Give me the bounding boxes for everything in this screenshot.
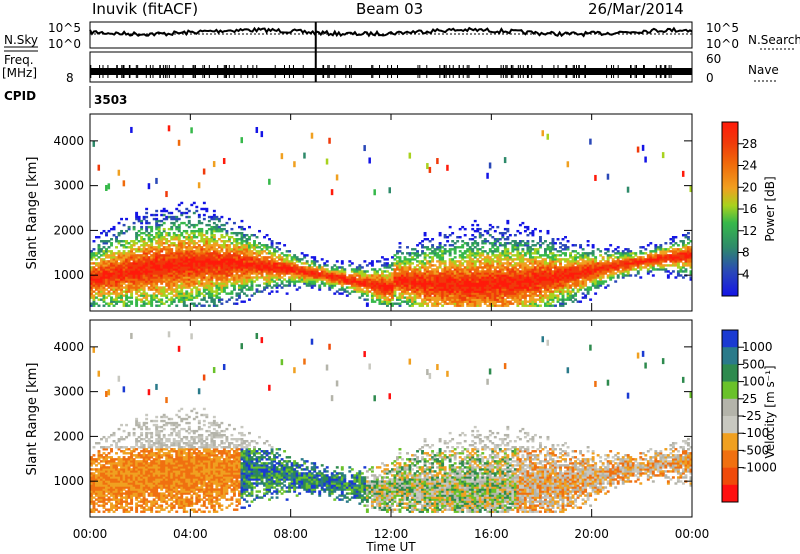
nave-right-tick-top: 60: [706, 52, 721, 66]
time-tick-label: 12:00: [374, 527, 409, 541]
power-colorbar-tick: 20: [742, 180, 757, 194]
time-tick-label: 00:00: [675, 527, 710, 541]
time-tick-label: 20:00: [574, 527, 609, 541]
power-axes-ytick-label: 1000: [53, 268, 84, 282]
noise-left-label: N.Sky: [4, 33, 38, 47]
noise-panel-frame: [89, 21, 693, 49]
noise-left-tick-top: 10^5: [48, 21, 81, 35]
power-colorbar-tick: 16: [742, 202, 757, 216]
date-label: 26/Mar/2014: [588, 0, 684, 18]
power-colorbar-tick: 28: [742, 137, 757, 151]
noise-left-tick-bottom: 10^0: [48, 37, 81, 51]
time-tick-label: 08:00: [273, 527, 308, 541]
power-colorbar: [721, 121, 739, 297]
time-tick-label: 16:00: [474, 527, 509, 541]
power-colorbar-tick: 12: [742, 224, 757, 238]
velocity-ylabel: Slant Range [km]: [25, 363, 40, 476]
velocity-colorbar-tick: 25: [742, 392, 757, 406]
nave-right-label: Nave: [748, 63, 779, 77]
vel-axes-ytick-label: 1000: [53, 474, 84, 488]
cpid-label: CPID: [4, 89, 36, 103]
vel-axes-ytick-label: 2000: [53, 429, 84, 443]
frequency-panel-frame: [89, 51, 693, 83]
time-tick-label: 00:00: [73, 527, 108, 541]
power-colorbar-tick: 24: [742, 159, 757, 173]
velocity-colorbar-tick: 1000: [742, 340, 773, 354]
time-axis-label: Time UT: [365, 540, 416, 554]
nave-right-tick-bottom: 0: [706, 71, 714, 85]
noise-right-label: N.Search: [748, 33, 800, 47]
noise-right-tick-bottom: 10^0: [706, 37, 739, 51]
velocity-colorbar-tick: -100: [742, 426, 769, 440]
noise-sky-trace: [89, 26, 693, 38]
power-ylabel: Slant Range [km]: [25, 157, 40, 270]
velocity-colorbar-tick: -25: [742, 409, 762, 423]
frequency-trace: [90, 68, 692, 75]
velocity-colorbar-label: Velocity [m s⁻¹]: [763, 365, 777, 458]
velocity-colorbar-tick: -500: [742, 443, 769, 457]
freq-left-label: Freq.: [4, 53, 34, 67]
power-data: [90, 125, 692, 307]
velocity-colorbar-tick: -1000: [742, 461, 777, 475]
velocity-colorbar-tick: 100: [742, 375, 765, 389]
power-axes-ytick-label: 4000: [53, 134, 84, 148]
noise-right-tick-top: 10^5: [706, 21, 739, 35]
freq-left-tick: 8: [66, 71, 74, 85]
power-axes-ytick-label: 2000: [53, 223, 84, 237]
cpid-value: 3503: [94, 93, 127, 107]
velocity-colorbar: [721, 329, 739, 503]
time-tick-label: 04:00: [173, 527, 208, 541]
power-colorbar-tick: 4: [742, 267, 750, 281]
beam-label: Beam 03: [356, 0, 424, 18]
freq-left-unit: [MHz]: [2, 66, 37, 80]
frequency-trace-spikes: [90, 22, 672, 82]
power-axes-ytick-label: 3000: [53, 179, 84, 193]
velocity-data: [90, 331, 692, 513]
velocity-colorbar-tick: 500: [742, 357, 765, 371]
vel-axes-ytick-label: 3000: [53, 385, 84, 399]
vel-axes-ytick-label: 4000: [53, 340, 84, 354]
power-colorbar-label: Power [dB]: [763, 176, 777, 241]
power-colorbar-tick: 8: [742, 246, 750, 260]
station-title: Inuvik (fitACF): [92, 0, 199, 18]
